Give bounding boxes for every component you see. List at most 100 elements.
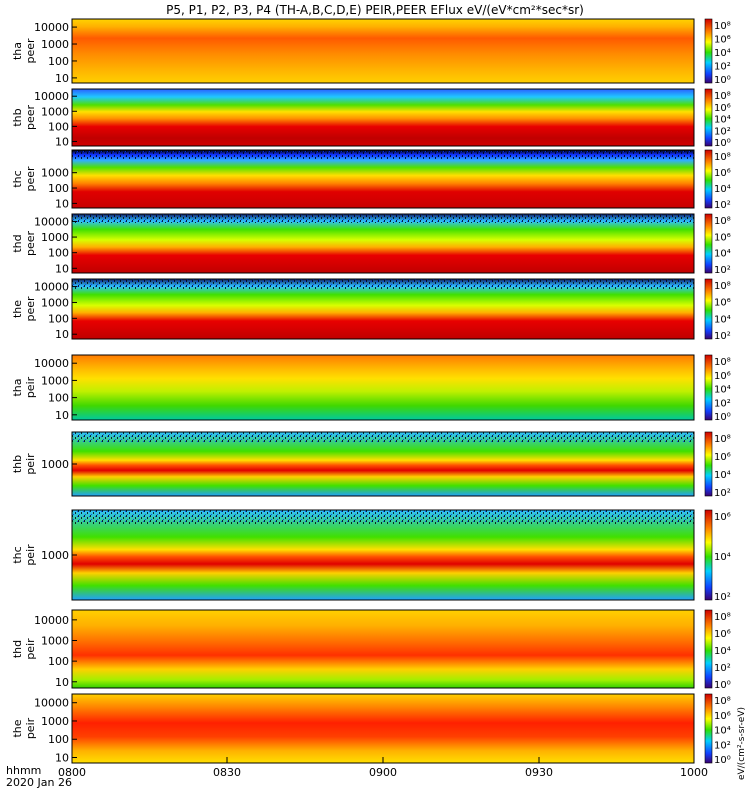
y-tick-label: 1000 [41, 715, 69, 728]
x-tick-0900: 0900 [369, 766, 397, 779]
colorbar-tick-label: 10⁴ [714, 48, 731, 59]
colorbar-tick-label: 10² [714, 740, 731, 751]
colorbar [704, 509, 713, 601]
spectrogram-image [72, 150, 694, 208]
spectrogram-image [72, 19, 694, 83]
y-tick-label: 10000 [34, 215, 69, 228]
colorbar [704, 693, 713, 764]
colorbar-tick-label: 10² [714, 398, 731, 409]
spectrogram-image [72, 355, 694, 420]
panel-thd-peer: 10000 1000 100 10 thd peer 10⁸ 10⁶ 10⁴ 10² [11, 213, 731, 276]
noise-band [72, 432, 694, 442]
colorbar-tick-label: 10⁸ [714, 152, 731, 163]
noise-band [72, 510, 694, 524]
colorbar-units-label: eV/(cm²-s-sr-eV) [737, 707, 747, 780]
panel-probe-label: thd [11, 640, 24, 658]
colorbar-tick-label: 10⁸ [714, 696, 731, 707]
y-tick-label: 1000 [41, 167, 69, 180]
colorbar-tick-label: 10⁴ [714, 385, 731, 396]
colorbar-tick-label: 10² [714, 265, 731, 276]
y-tick-label: 10000 [34, 90, 69, 103]
colorbar-tick-label: 10⁸ [714, 281, 731, 292]
colorbar [704, 18, 713, 84]
colorbar-tick-label: 10⁰ [714, 412, 731, 423]
x-tick-0800: 0800 [58, 766, 86, 779]
colorbar [704, 278, 713, 340]
colorbar-tick-label: 10² [714, 663, 731, 674]
y-tick-label: 10 [55, 135, 69, 148]
y-tick-label: 10 [55, 409, 69, 422]
x-tick-label-0900: 0900 [369, 766, 397, 779]
x-tick-0930: 0930 [525, 766, 553, 779]
colorbar-tick-label: 10⁴ [714, 314, 731, 325]
x-tick-label-0800: 0800 [58, 766, 86, 779]
panel-frame [71, 609, 695, 689]
panel-the-peir: 10000 1000 100 10 the peir 10⁸ 10⁶ 10⁴ 10² 10⁰ [11, 693, 731, 766]
spectrogram-image [72, 610, 694, 688]
y-tick-label: 10000 [34, 357, 69, 370]
noise-band [72, 150, 694, 159]
colorbar-tick-label: 10⁶ [714, 629, 731, 640]
panel-probe-label: thc [11, 546, 24, 563]
colorbar-tick-label: 10⁴ [714, 646, 731, 657]
colorbar-tick-label: 10⁰ [714, 680, 731, 691]
colorbar [704, 149, 713, 209]
panel-instrument-label: peir [24, 717, 37, 739]
panel-frame [71, 149, 695, 209]
y-tick-label: 100 [48, 55, 69, 68]
colorbar-tick-label: 10⁸ [714, 434, 731, 445]
x-tick-1000: 1000 [680, 766, 708, 779]
x-tick-label-1000: 1000 [680, 766, 708, 779]
colorbar-tick-label: 10⁸ [714, 612, 731, 623]
panel-frame [71, 18, 695, 84]
colorbar [704, 88, 713, 147]
panel-probe-label: tha [11, 42, 24, 60]
y-tick-label: 1000 [41, 231, 69, 244]
colorbar [704, 354, 713, 421]
y-tick-label: 1000 [41, 549, 69, 562]
colorbar-tick-label: 10⁴ [714, 249, 731, 260]
panel-instrument-label: peir [24, 638, 37, 660]
colorbar-tick-label: 10² [714, 200, 731, 211]
spectrogram-image [72, 510, 694, 600]
panel-the-peer: 10000 1000 100 10 the peer 10⁸ 10⁶ 10⁴ 10² [11, 278, 731, 342]
colorbar-tick-label: 10⁸ [714, 357, 731, 368]
y-tick-label: 100 [48, 655, 69, 668]
panel-thb-peir: 1000 thb peir 10⁸ 10⁶ 10⁴ 10² [11, 431, 731, 499]
time-axis: 0800 0830 0900 0930 1000 [58, 766, 708, 779]
colorbar-tick-label: 10⁴ [714, 726, 731, 737]
colorbar-tick-label: 10⁸ [714, 91, 731, 102]
y-tick-label: 100 [48, 312, 69, 325]
colorbar-tick-label: 10⁴ [714, 552, 731, 563]
panel-thc-peir: 1000 thc peir 10⁶ 10⁴ 10² [11, 509, 731, 603]
y-tick-label: 10000 [34, 21, 69, 34]
x-tick-label-0930: 0930 [525, 766, 553, 779]
colorbar-tick-label: 10⁴ [714, 470, 731, 481]
y-tick-label: 1000 [41, 634, 69, 647]
colorbar-tick-label: 10⁸ [714, 216, 731, 227]
panel-probe-label: thb [11, 455, 24, 473]
y-tick-label: 10000 [34, 614, 69, 627]
y-tick-label: 10 [55, 72, 69, 85]
y-tick-label: 100 [48, 120, 69, 133]
panel-tha-peir: 10000 1000 100 10 tha peir 10⁸ 10⁶ 10⁴ 10² 10⁰ [11, 354, 731, 423]
colorbar-tick-label: 10⁶ [714, 168, 731, 179]
panel-thd-peir: 10000 1000 100 10 thd peir 10⁸ 10⁶ 10⁴ 10² 10⁰ [11, 609, 731, 691]
noise-band [72, 279, 694, 289]
y-tick-label: 1000 [41, 38, 69, 51]
x-tick-label-0830: 0830 [213, 766, 241, 779]
y-tick-label: 10000 [34, 697, 69, 710]
noise-band [72, 214, 694, 223]
panel-instrument-label: peer [24, 166, 37, 192]
panel-instrument-label: peir [24, 453, 37, 475]
colorbar-tick-label: 10⁶ [714, 711, 731, 722]
y-tick-label: 10 [55, 676, 69, 689]
colorbar [704, 213, 713, 274]
panel-instrument-label: peer [24, 296, 37, 322]
panel-instrument-label: peir [24, 544, 37, 566]
colorbar-tick-label: 10⁶ [714, 371, 731, 382]
colorbar-tick-label: 10² [714, 62, 731, 73]
y-tick-label: 1000 [41, 458, 69, 471]
